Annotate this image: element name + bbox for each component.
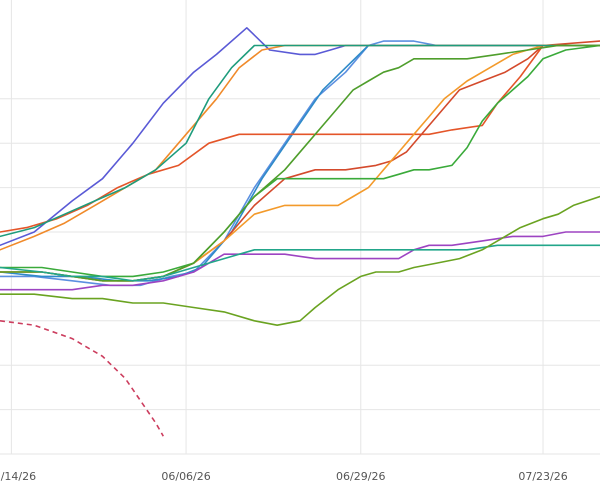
series-line-6 (0, 44, 600, 251)
series-line-12 (0, 195, 600, 326)
series-line-8 (0, 44, 600, 278)
x-tick-label-1: 06/06/26 (161, 470, 210, 483)
series-line-10 (0, 231, 600, 291)
grid (0, 0, 600, 455)
series-line-11 (0, 244, 600, 282)
x-tick-label-3: 07/23/26 (518, 470, 567, 483)
series-line-7 (0, 44, 600, 238)
series-line-3 (0, 44, 600, 233)
series-line-1 (0, 40, 600, 287)
projection-line-13 (0, 320, 164, 437)
x-tick-label-2: 06/29/26 (336, 470, 385, 483)
series-line-0 (0, 27, 600, 247)
series-line-9 (0, 44, 600, 282)
series-group (0, 27, 600, 437)
x-axis-ticks: 05/14/26 06/06/26 06/29/26 07/23/26 (0, 470, 568, 483)
x-tick-label-0: 05/14/26 (0, 470, 36, 483)
